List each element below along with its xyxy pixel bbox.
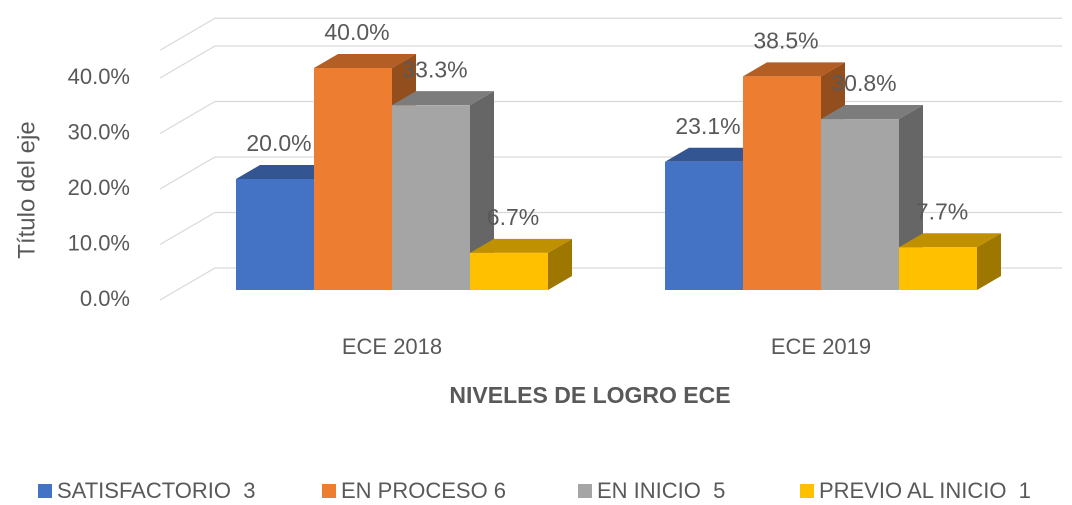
bar [314, 68, 392, 290]
bar-top [665, 147, 767, 162]
data-label: 23.1% [675, 113, 740, 139]
data-label: 38.5% [753, 27, 818, 53]
bar-top [392, 91, 494, 106]
data-label: 30.8% [831, 70, 896, 96]
grid-line [159, 45, 1062, 79]
legend-label: EN INICIO 5 [597, 478, 725, 503]
y-tick-label: 40.0% [68, 64, 130, 89]
data-label: 20.0% [246, 130, 311, 156]
y-tick-label: 30.0% [68, 119, 130, 144]
x-axis-title: NIVELES DE LOGRO ECE [449, 382, 730, 408]
data-label: 7.7% [916, 198, 968, 224]
bar-side [470, 91, 494, 290]
y-tick-label: 20.0% [68, 175, 130, 200]
bar-side [977, 233, 1001, 290]
bar-top [470, 238, 572, 253]
legend-swatch [322, 484, 336, 498]
x-tick-label: ECE 2019 [771, 334, 871, 359]
legend-swatch [800, 484, 814, 498]
bar-top [314, 54, 416, 68]
y-tick-label: 10.0% [68, 230, 130, 255]
bar-top [743, 62, 845, 77]
bar [470, 252, 548, 290]
legend-label: PREVIO AL INICIO 1 [819, 478, 1031, 503]
bar [236, 179, 314, 290]
grid-top [159, 17, 1062, 51]
data-label: 6.7% [487, 204, 539, 230]
bar [743, 76, 821, 290]
x-tick-label: ECE 2018 [342, 334, 442, 359]
data-label: 33.3% [402, 56, 467, 82]
legend-label: EN PROCESO 6 [341, 478, 506, 503]
legend-swatch [578, 484, 592, 498]
bar-top [236, 165, 338, 179]
legend-swatch [38, 484, 52, 498]
legend-label: SATISFACTORIO 3 [57, 478, 255, 503]
bar [665, 161, 743, 290]
bar [899, 247, 977, 290]
bar [821, 119, 899, 290]
bar-top [899, 233, 1001, 248]
bar-side [548, 238, 572, 290]
y-axis-title: Título del eje [13, 121, 40, 258]
bar [392, 105, 470, 290]
y-tick-label: 0.0% [80, 286, 130, 311]
bar-top [821, 105, 923, 120]
grid-line [159, 100, 1062, 135]
data-label: 40.0% [324, 19, 389, 45]
